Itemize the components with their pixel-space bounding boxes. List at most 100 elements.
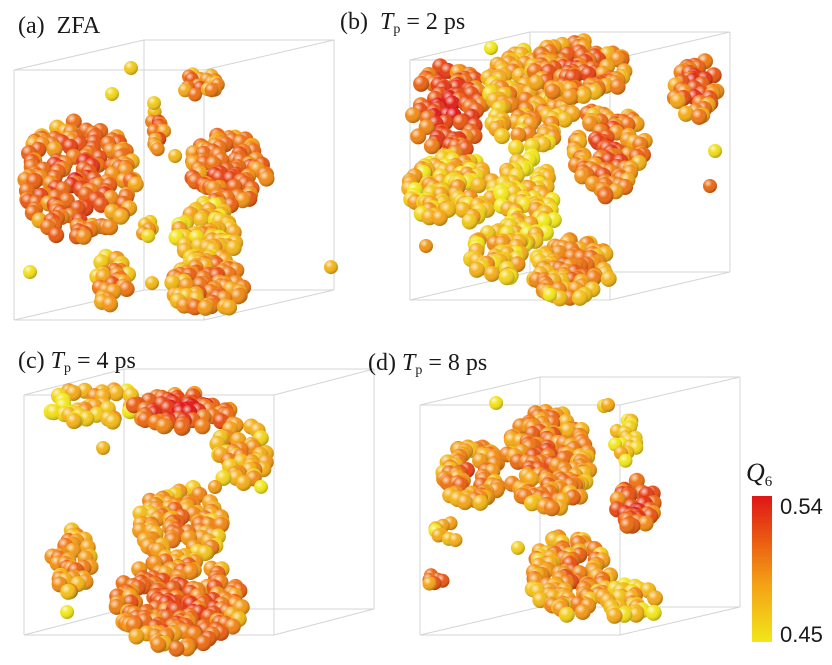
atom-highlight (498, 269, 515, 286)
atom-highlight (431, 210, 448, 226)
atom-highlight (556, 111, 573, 128)
atom-highlight (221, 299, 238, 316)
atom-highlight (46, 141, 63, 158)
atom-highlight (708, 144, 723, 158)
box-edge (619, 376, 741, 406)
box-edge (273, 608, 375, 636)
atom-highlight (197, 299, 214, 316)
atom-highlight (484, 41, 498, 56)
atom-highlight (561, 89, 578, 105)
atom-highlight (703, 179, 717, 193)
box-edge (609, 31, 731, 61)
atom-highlight (508, 139, 524, 156)
atom-highlight (461, 213, 478, 230)
atom-highlight (669, 93, 686, 109)
atom-highlight (423, 138, 440, 155)
atom-highlight (468, 261, 485, 278)
box-edge (203, 289, 335, 321)
atom-highlight (225, 240, 242, 256)
atom-highlight (112, 208, 129, 225)
atom-highlight (678, 105, 694, 122)
atom-highlight (168, 640, 185, 657)
atom-highlight (647, 590, 663, 607)
atom-highlight (452, 114, 469, 131)
panel-c-label: (c) Tp = 4 ps (18, 348, 136, 376)
atom-highlight (606, 607, 623, 624)
atom-highlight (472, 494, 489, 511)
atom-highlight (510, 127, 527, 144)
atom-highlight (65, 413, 82, 430)
box-edge (23, 368, 125, 396)
atom-highlight (609, 78, 626, 95)
atom-highlight (164, 274, 181, 291)
box-edge (23, 608, 125, 636)
atom-highlight (155, 418, 172, 435)
panel-c: (c) Tp = 4 ps (0, 335, 400, 665)
colorbar-max-label: 0.54 (780, 494, 823, 519)
atom-highlight (544, 83, 561, 100)
atom-highlight (422, 576, 437, 591)
atom-highlight (528, 74, 545, 91)
atom-highlight (141, 229, 156, 244)
atom-highlight (558, 606, 575, 623)
atom-highlight (23, 265, 37, 279)
panel-b-label: (b) Tp = 2 ps (340, 9, 466, 37)
atom-highlight (600, 270, 617, 287)
atom-highlight (173, 419, 190, 436)
atom-highlight (574, 604, 591, 620)
atom-highlight (150, 636, 167, 653)
atom-highlight (456, 494, 473, 511)
atom-highlight (542, 288, 557, 302)
box-edge (13, 39, 145, 71)
atom-highlight (413, 75, 430, 92)
atom-highlight (147, 96, 161, 111)
atom-highlight (193, 211, 210, 228)
atom-highlight (48, 227, 65, 244)
atom-highlight (637, 515, 654, 532)
atom-highlight (108, 385, 125, 402)
atom-highlight (645, 604, 662, 621)
atom-highlight (494, 128, 510, 145)
atom-highlight (204, 83, 219, 98)
atom-highlight (601, 398, 615, 412)
panel-d-label: (d) Tp = 8 ps (368, 350, 488, 378)
panel-a-label: (a) ZFA (18, 13, 101, 39)
atom-highlight (145, 276, 159, 291)
atom-highlight (188, 87, 202, 102)
atom-highlight (60, 605, 75, 619)
atom-highlight (575, 87, 592, 104)
panel-d: (d) Tp = 8 ps (368, 335, 800, 665)
atom-highlight (104, 413, 121, 430)
atom-highlight (258, 170, 275, 187)
atom-highlight (75, 228, 92, 245)
colorbar (752, 496, 772, 642)
atom-highlight (597, 188, 614, 205)
box-edge (203, 39, 335, 71)
atom-highlight (571, 289, 588, 306)
atom-highlight (619, 517, 636, 534)
box-edge (619, 606, 741, 636)
atom-highlight (235, 475, 252, 491)
panel-b-render (401, 31, 731, 307)
atom-highlight (208, 480, 222, 494)
box-edge (609, 271, 731, 301)
box-edge (419, 376, 541, 406)
atom-highlight (470, 177, 487, 194)
atom-highlight (628, 606, 645, 623)
atom-highlight (224, 618, 241, 635)
atom-highlight (105, 87, 119, 101)
atom-highlight (405, 107, 421, 124)
atom-highlight (118, 281, 135, 297)
atom-highlight (102, 219, 119, 236)
panel-c-render (23, 368, 375, 657)
atom-highlight (195, 635, 212, 652)
atom-highlight (484, 265, 500, 282)
atom-highlight (410, 128, 427, 145)
atom-highlight (150, 142, 165, 157)
atom-highlight (254, 479, 268, 494)
panel-a: (a) ZFA (0, 0, 400, 330)
panel-a-render (13, 39, 338, 321)
atom-highlight (124, 61, 138, 75)
atom-highlight (618, 453, 633, 468)
atom-highlight (448, 533, 463, 548)
